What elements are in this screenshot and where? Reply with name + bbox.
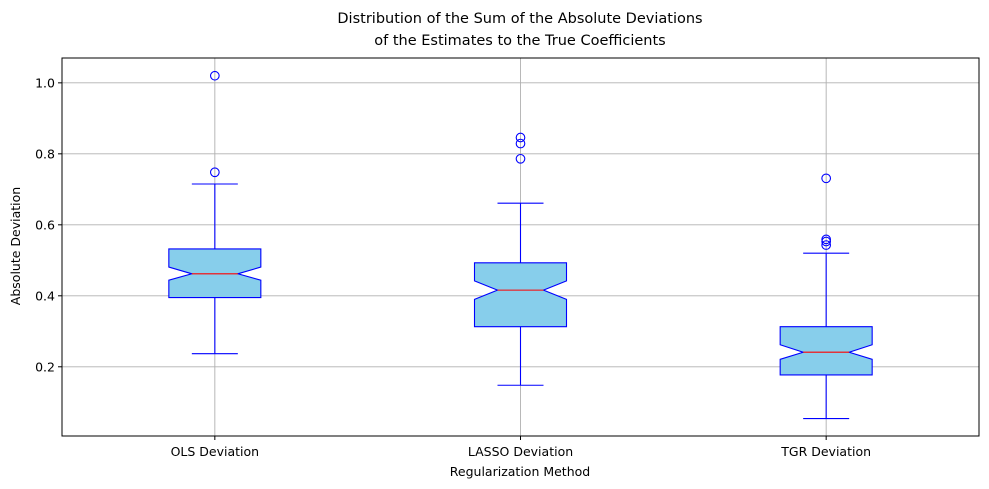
plot-area: 0.2 0.4 0.6 0.8 1.0 OLS Deviation LASSO Deviat… bbox=[35, 57, 980, 459]
outlier-point bbox=[821, 240, 832, 250]
outlier-point bbox=[821, 173, 832, 184]
outlier-point bbox=[515, 153, 526, 164]
box-body bbox=[779, 326, 873, 376]
chart-title-line-2: of the Estimates to the True Coefficient… bbox=[374, 33, 665, 49]
x-tick-label: LASSO Deviation bbox=[468, 444, 573, 459]
chart-title-line-1: Distribution of the Sum of the Absolute … bbox=[337, 11, 702, 27]
y-tick-label: 0.2 bbox=[35, 359, 55, 374]
outlier-point bbox=[821, 234, 832, 245]
y-tick-label: 0.4 bbox=[35, 288, 55, 303]
x-tick-label: OLS Deviation bbox=[171, 444, 260, 459]
y-tick-label: 0.6 bbox=[35, 217, 55, 232]
y-tick-label: 0.8 bbox=[35, 146, 55, 161]
x-axis-label: Regularization Method bbox=[450, 464, 590, 479]
outlier-point bbox=[209, 70, 220, 81]
outlier-point bbox=[515, 132, 526, 143]
outlier-point bbox=[515, 138, 526, 149]
y-tick-label: 1.0 bbox=[35, 75, 55, 90]
y-axis-label: Absolute Deviation bbox=[8, 187, 23, 305]
box-body bbox=[473, 262, 568, 328]
x-tick-label: TGR Deviation bbox=[780, 444, 871, 459]
outlier-point bbox=[209, 167, 220, 178]
